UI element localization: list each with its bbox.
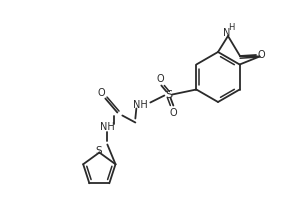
Text: O: O — [169, 108, 177, 117]
Text: H: H — [228, 23, 234, 32]
Text: O: O — [98, 88, 105, 98]
Text: NH: NH — [100, 121, 115, 132]
Text: S: S — [165, 90, 172, 99]
Text: O: O — [257, 50, 265, 60]
Text: N: N — [223, 28, 231, 38]
Text: S: S — [95, 146, 102, 156]
Text: NH: NH — [133, 99, 148, 110]
Text: O: O — [157, 74, 164, 84]
